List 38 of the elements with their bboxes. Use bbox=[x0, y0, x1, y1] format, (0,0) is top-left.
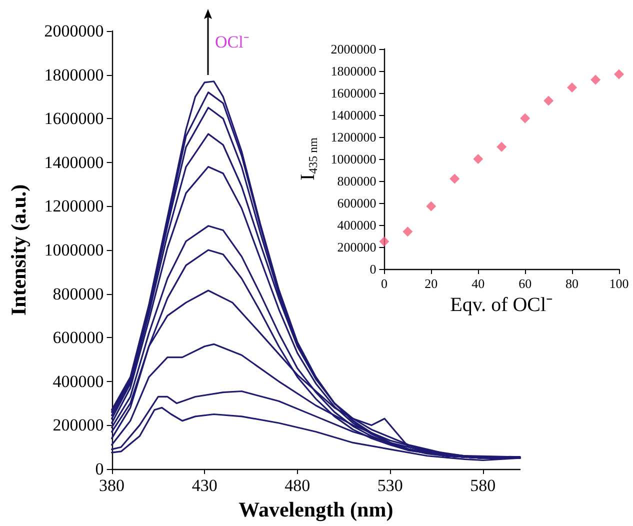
y-tick-label: 600000 bbox=[52, 328, 104, 348]
y-tick-label: 1200000 bbox=[330, 130, 376, 144]
x-tick-label: 530 bbox=[377, 476, 403, 495]
y-tick-label: 2000000 bbox=[44, 22, 104, 40]
y-tick-label: 400000 bbox=[337, 218, 376, 232]
y-tick-label: 1400000 bbox=[330, 108, 376, 122]
y-tick-label: 800000 bbox=[337, 174, 376, 188]
y-tick-label: 600000 bbox=[337, 196, 376, 210]
y-tick-label: 400000 bbox=[52, 372, 104, 391]
y-tick-label: 1200000 bbox=[44, 196, 104, 216]
x-tick-label: 0 bbox=[380, 276, 388, 291]
y-axis-title: I435 nm bbox=[297, 136, 320, 181]
x-axis-title: Wavelength (nm) bbox=[238, 497, 394, 522]
x-axis-title: Eqv. of OCl⁻ bbox=[450, 294, 554, 316]
x-tick-label: 480 bbox=[284, 476, 310, 495]
x-tick-label: 80 bbox=[566, 276, 579, 291]
y-tick-label: 1600000 bbox=[330, 86, 376, 100]
y-tick-label: 0 bbox=[370, 262, 376, 276]
y-tick-label: 800000 bbox=[52, 284, 104, 304]
y-tick-label: 1600000 bbox=[44, 109, 104, 128]
x-tick-label: 60 bbox=[518, 276, 532, 291]
x-tick-label: 430 bbox=[192, 476, 218, 495]
annotation: OCl⁻ bbox=[215, 32, 250, 52]
x-tick-label: 580 bbox=[470, 476, 496, 495]
x-tick-label: 100 bbox=[609, 276, 629, 291]
y-tick-label: 1000000 bbox=[330, 152, 376, 166]
y-tick-label: 0 bbox=[95, 460, 104, 478]
y-tick-label: 200000 bbox=[337, 240, 376, 254]
y-tick-label: 1800000 bbox=[44, 65, 104, 84]
y-axis-title: Intensity (a.u.) bbox=[6, 184, 30, 316]
y-tick-label: 2000000 bbox=[330, 42, 376, 56]
y-tick-label: 1800000 bbox=[330, 64, 376, 78]
x-tick-label: 20 bbox=[424, 276, 438, 291]
y-tick-label: 1000000 bbox=[44, 240, 104, 260]
x-tick-label: 380 bbox=[99, 476, 125, 495]
y-tick-label: 200000 bbox=[52, 416, 104, 435]
x-tick-label: 40 bbox=[472, 276, 485, 291]
y-tick-label: 1400000 bbox=[44, 152, 104, 172]
